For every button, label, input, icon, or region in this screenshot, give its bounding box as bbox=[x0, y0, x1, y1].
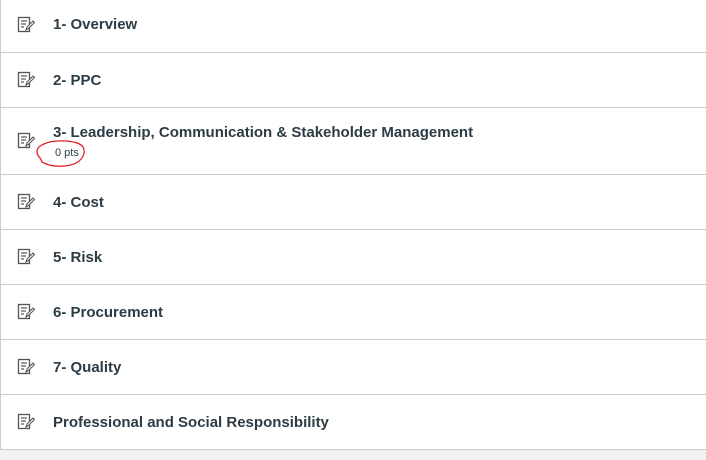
module-title[interactable]: 3- Leadership, Communication & Stakehold… bbox=[53, 124, 474, 141]
module-title[interactable]: 1- Overview bbox=[53, 16, 138, 33]
module-title[interactable]: 5- Risk bbox=[53, 248, 103, 266]
assignment-icon bbox=[17, 248, 35, 265]
module-item-7[interactable]: 7- Quality bbox=[1, 339, 706, 394]
module-title[interactable]: 7- Quality bbox=[53, 358, 122, 376]
module-item-5[interactable]: 5- Risk bbox=[1, 229, 706, 284]
module-item-1[interactable]: 1- Overview bbox=[1, 0, 706, 52]
module-title[interactable]: 2- PPC bbox=[53, 71, 102, 89]
assignment-icon bbox=[17, 71, 35, 88]
points-label: 0 pts bbox=[55, 147, 79, 159]
assignment-icon bbox=[17, 16, 35, 32]
assignment-icon bbox=[17, 303, 35, 320]
module-list: 1- Overview 2- PPC 3- Leadership, Commun… bbox=[0, 0, 706, 450]
assignment-icon bbox=[17, 193, 35, 210]
module-item-8[interactable]: Professional and Social Responsibility bbox=[1, 394, 706, 449]
module-title[interactable]: 6- Procurement bbox=[53, 303, 164, 321]
module-item-3[interactable]: 3- Leadership, Communication & Stakehold… bbox=[1, 107, 706, 174]
assignment-icon bbox=[17, 132, 35, 149]
module-item-6[interactable]: 6- Procurement bbox=[1, 284, 706, 339]
module-title[interactable]: 4- Cost bbox=[53, 193, 104, 211]
module-title[interactable]: Professional and Social Responsibility bbox=[53, 413, 329, 431]
module-item-4[interactable]: 4- Cost bbox=[1, 174, 706, 229]
module-item-2[interactable]: 2- PPC bbox=[1, 52, 706, 107]
assignment-icon bbox=[17, 358, 35, 375]
assignment-icon bbox=[17, 413, 35, 430]
